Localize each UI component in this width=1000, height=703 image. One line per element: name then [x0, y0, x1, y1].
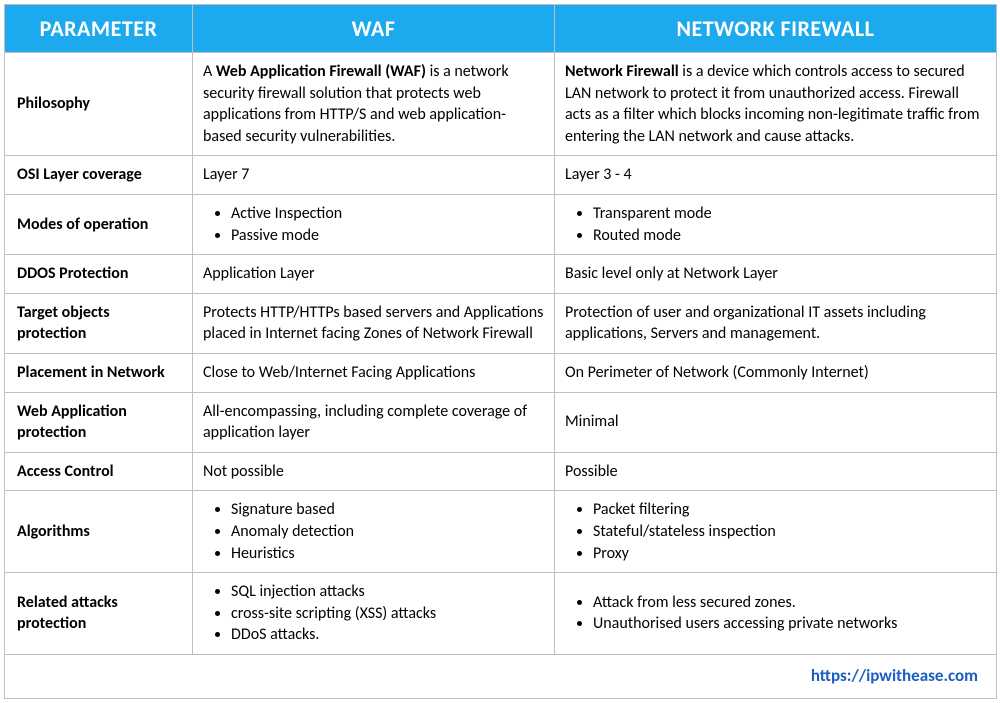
text-bold: Web Application Firewall (WAF) — [216, 62, 426, 81]
table-row: Related attacks protection SQL injection… — [5, 573, 997, 655]
bullet-list: Transparent modeRouted mode — [565, 203, 986, 246]
text-bold: Network Firewall — [565, 62, 679, 81]
text-pre: A — [203, 62, 216, 81]
net-cell: Transparent modeRouted mode — [555, 194, 997, 254]
waf-cell: SQL injection attackscross-site scriptin… — [193, 573, 555, 655]
waf-cell: All-encompassing, including complete cov… — [193, 392, 555, 452]
bullet-list: Packet filteringStateful/stateless inspe… — [565, 499, 986, 564]
footer-link[interactable]: https://ipwithease.com — [5, 654, 997, 698]
list-item: Signature based — [231, 499, 544, 521]
list-item: Packet filtering — [593, 499, 986, 521]
list-item: DDoS attacks. — [231, 624, 544, 646]
col-header-network: NETWORK FIREWALL — [555, 5, 997, 53]
net-cell: Minimal — [555, 392, 997, 452]
list-item: Stateful/stateless inspection — [593, 521, 986, 543]
comparison-table: PARAMETER WAF NETWORK FIREWALL Philosoph… — [4, 4, 997, 699]
net-cell: Protection of user and organizational IT… — [555, 293, 997, 353]
waf-cell: Layer 7 — [193, 156, 555, 195]
net-cell: Network Firewall is a device which contr… — [555, 53, 997, 156]
net-cell: Attack from less secured zones.Unauthori… — [555, 573, 997, 655]
waf-cell: Application Layer — [193, 255, 555, 294]
list-item: Heuristics — [231, 543, 544, 565]
list-item: Proxy — [593, 543, 986, 565]
list-item: SQL injection attacks — [231, 581, 544, 603]
param-label: Target objects protection — [5, 293, 193, 353]
waf-cell: Signature basedAnomaly detectionHeuristi… — [193, 491, 555, 573]
table-row: DDOS Protection Application Layer Basic … — [5, 255, 997, 294]
table-row: Web Application protection All-encompass… — [5, 392, 997, 452]
list-item: Anomaly detection — [231, 521, 544, 543]
table-row: OSI Layer coverage Layer 7 Layer 3 - 4 — [5, 156, 997, 195]
param-label: Placement in Network — [5, 353, 193, 392]
net-cell: Possible — [555, 452, 997, 491]
list-item: Passive mode — [231, 225, 544, 247]
param-label: Philosophy — [5, 53, 193, 156]
net-cell: Layer 3 - 4 — [555, 156, 997, 195]
list-item: Routed mode — [593, 225, 986, 247]
col-header-parameter: PARAMETER — [5, 5, 193, 53]
waf-cell: Protects HTTP/HTTPs based servers and Ap… — [193, 293, 555, 353]
table-row: Modes of operation Active InspectionPass… — [5, 194, 997, 254]
param-label: Related attacks protection — [5, 573, 193, 655]
table-row: Target objects protection Protects HTTP/… — [5, 293, 997, 353]
col-header-waf: WAF — [193, 5, 555, 53]
bullet-list: Active InspectionPassive mode — [203, 203, 544, 246]
table-row: Algorithms Signature basedAnomaly detect… — [5, 491, 997, 573]
param-label: Algorithms — [5, 491, 193, 573]
param-label: Web Application protection — [5, 392, 193, 452]
list-item: Active Inspection — [231, 203, 544, 225]
bullet-list: Attack from less secured zones.Unauthori… — [565, 592, 986, 635]
list-item: Attack from less secured zones. — [593, 592, 986, 614]
bullet-list: Signature basedAnomaly detectionHeuristi… — [203, 499, 544, 564]
table-row: Access Control Not possible Possible — [5, 452, 997, 491]
net-cell: Basic level only at Network Layer — [555, 255, 997, 294]
param-label: OSI Layer coverage — [5, 156, 193, 195]
table-row: Philosophy A Web Application Firewall (W… — [5, 53, 997, 156]
net-cell: Packet filteringStateful/stateless inspe… — [555, 491, 997, 573]
net-cell: On Perimeter of Network (Commonly Intern… — [555, 353, 997, 392]
waf-cell: Not possible — [193, 452, 555, 491]
list-item: Unauthorised users accessing private net… — [593, 613, 986, 635]
param-label: Access Control — [5, 452, 193, 491]
param-label: DDOS Protection — [5, 255, 193, 294]
param-label: Modes of operation — [5, 194, 193, 254]
footer-row: https://ipwithease.com — [5, 654, 997, 698]
list-item: Transparent mode — [593, 203, 986, 225]
waf-cell: A Web Application Firewall (WAF) is a ne… — [193, 53, 555, 156]
bullet-list: SQL injection attackscross-site scriptin… — [203, 581, 544, 646]
table-row: Placement in Network Close to Web/Intern… — [5, 353, 997, 392]
list-item: cross-site scripting (XSS) attacks — [231, 603, 544, 625]
waf-cell: Active InspectionPassive mode — [193, 194, 555, 254]
waf-cell: Close to Web/Internet Facing Application… — [193, 353, 555, 392]
header-row: PARAMETER WAF NETWORK FIREWALL — [5, 5, 997, 53]
